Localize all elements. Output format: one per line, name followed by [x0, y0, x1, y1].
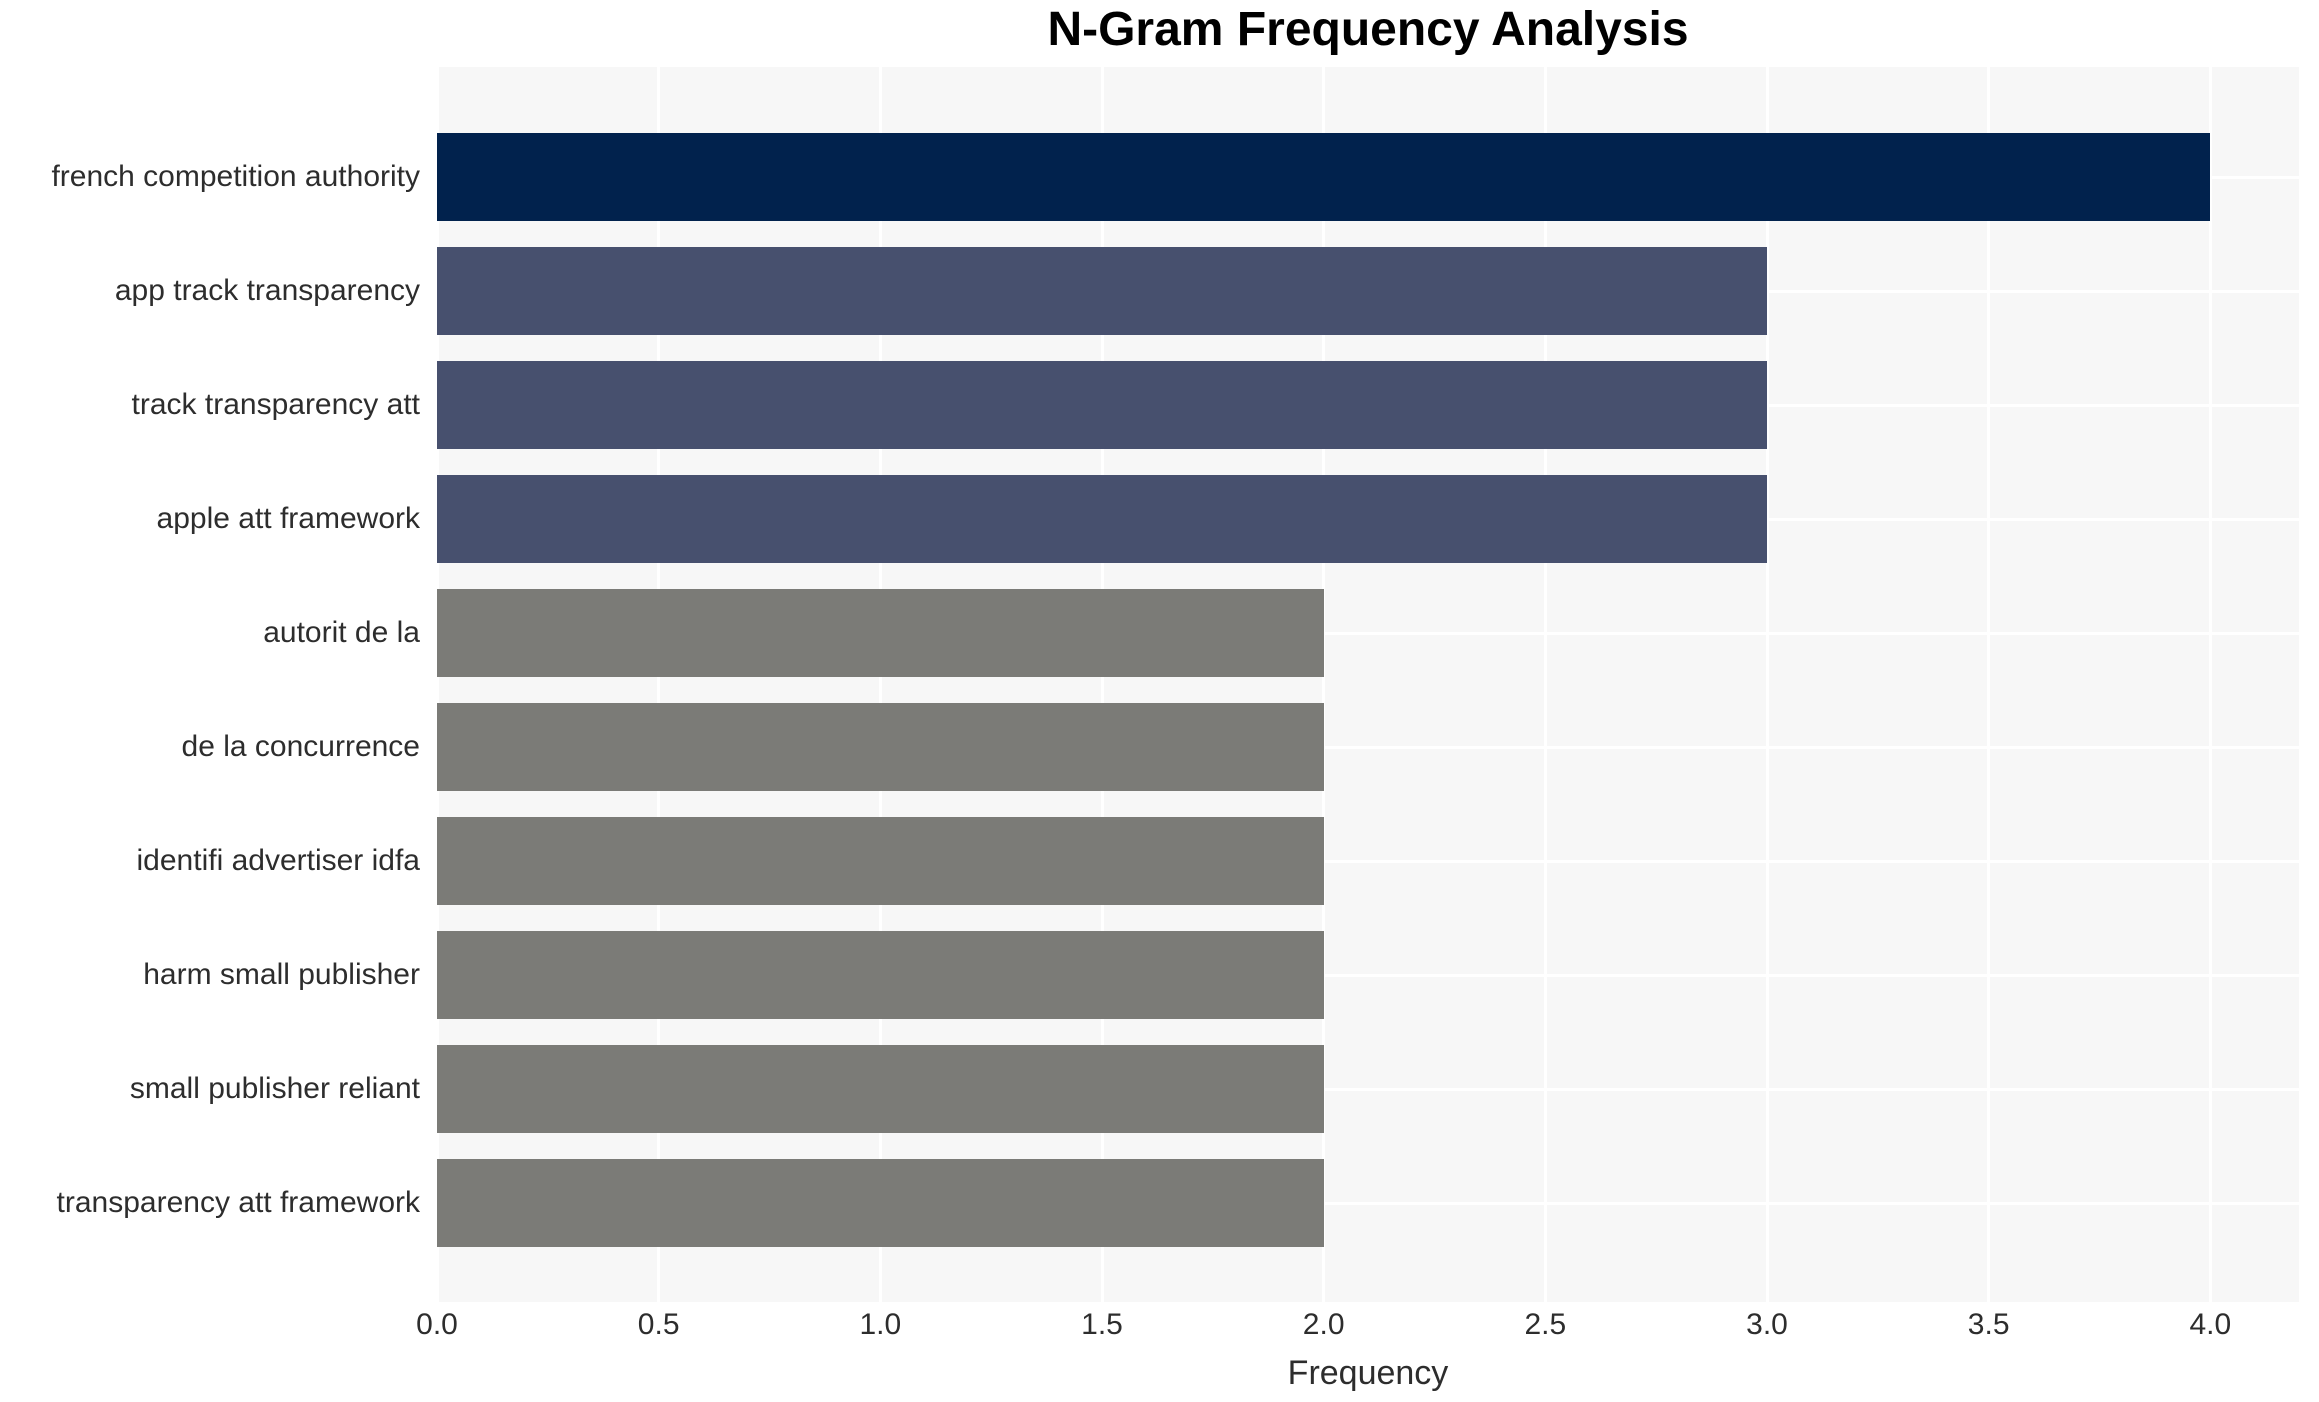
x-tick-label: 0.5 — [637, 1308, 680, 1341]
bar — [437, 589, 1324, 677]
gridline-horizontal — [437, 631, 2299, 635]
gridline-vertical — [878, 67, 882, 1302]
y-axis-label: identifi advertiser idfa — [136, 844, 420, 877]
y-axis-label: app track transparency — [114, 274, 420, 307]
bar — [437, 817, 1324, 905]
gridline-vertical — [657, 67, 661, 1302]
x-tick-label: 3.0 — [1746, 1308, 1788, 1341]
gridline-horizontal — [437, 1201, 2299, 1205]
y-axis-label: harm small publisher — [143, 958, 420, 991]
gridline-horizontal — [437, 745, 2299, 749]
y-axis-label: autorit de la — [263, 616, 420, 649]
bar — [437, 931, 1324, 1019]
gridline-vertical — [1543, 67, 1547, 1302]
bar — [437, 703, 1324, 791]
gridline-vertical — [435, 67, 439, 1302]
bar — [437, 475, 1767, 563]
bar — [437, 1159, 1324, 1247]
gridline-vertical — [1987, 67, 1991, 1302]
x-tick-label: 3.5 — [1967, 1308, 2010, 1341]
x-tick-label: 1.5 — [1081, 1308, 1123, 1341]
bar — [437, 247, 1767, 335]
gridline-horizontal — [437, 859, 2299, 863]
x-tick-label: 0.0 — [416, 1308, 458, 1341]
bar — [437, 133, 2211, 221]
bar — [437, 361, 1767, 449]
y-axis-label: transparency att framework — [56, 1186, 420, 1219]
gridline-horizontal — [437, 973, 2299, 977]
bar — [437, 1045, 1324, 1133]
gridline-vertical — [1322, 67, 1326, 1302]
plot-area — [435, 67, 2299, 1302]
x-tick-label: 4.0 — [2189, 1308, 2232, 1341]
x-axis-title: Frequency — [1287, 1354, 1449, 1392]
y-axis-label: french competition authority — [51, 160, 420, 193]
gridline-vertical — [1100, 67, 1104, 1302]
y-axis-label: de la concurrence — [181, 730, 420, 763]
gridline-vertical — [1765, 67, 1769, 1302]
gridline-horizontal — [437, 1087, 2299, 1091]
y-axis-label: track transparency att — [131, 388, 420, 421]
y-axis-label: small publisher reliant — [129, 1072, 420, 1105]
gridline-vertical — [2208, 67, 2212, 1302]
y-axis-label: apple att framework — [156, 502, 420, 535]
x-tick-label: 2.5 — [1524, 1308, 1567, 1341]
x-tick-label: 2.0 — [1302, 1308, 1345, 1341]
chart-title: N-Gram Frequency Analysis — [1047, 3, 1689, 56]
x-tick-label: 1.0 — [859, 1308, 902, 1341]
